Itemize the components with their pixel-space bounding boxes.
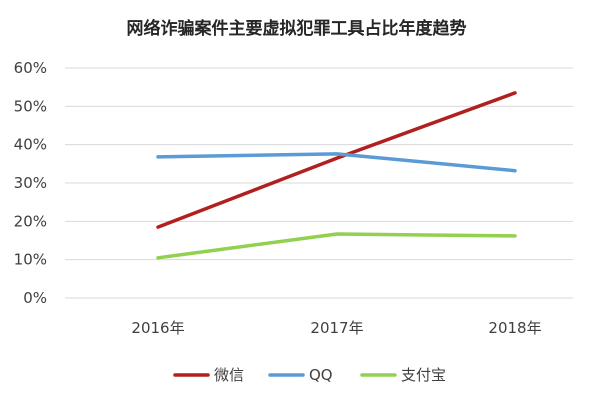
x-tick-label: 2016年	[131, 319, 184, 337]
y-tick-label: 0%	[23, 289, 47, 307]
chart-title: 网络诈骗案件主要虚拟犯罪工具占比年度趋势	[127, 18, 467, 39]
x-tick-label: 2018年	[488, 319, 541, 337]
y-tick-label: 40%	[14, 136, 47, 154]
x-tick-label: 2017年	[310, 319, 363, 337]
y-tick-label: 50%	[14, 97, 47, 115]
y-tick-label: 30%	[14, 174, 47, 192]
legend: 微信 QQ 支付宝	[173, 366, 446, 384]
legend-label-1: QQ	[309, 366, 333, 384]
series-line-0	[156, 91, 517, 229]
series-lines	[156, 91, 517, 260]
y-axis-tick-labels: 0% 10% 20% 30% 40% 50% 60%	[14, 59, 47, 307]
legend-label-0: 微信	[214, 366, 244, 384]
legend-label-2: 支付宝	[401, 366, 446, 384]
y-tick-label: 20%	[14, 212, 47, 230]
y-tick-label: 10%	[14, 251, 47, 269]
series-line-2	[156, 232, 517, 260]
x-axis-tick-labels: 2016年 2017年 2018年	[131, 319, 541, 337]
series-line-1	[156, 152, 517, 173]
gridlines	[65, 67, 573, 299]
y-tick-label: 60%	[14, 59, 47, 77]
